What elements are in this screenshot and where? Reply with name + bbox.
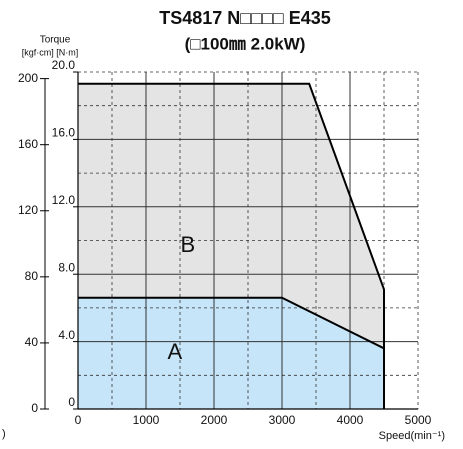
y2-tick-label: 200 bbox=[18, 71, 38, 85]
x-tick-label: 2000 bbox=[201, 413, 228, 427]
chart-subtitle: (□100㎜ 2.0kW) bbox=[185, 34, 306, 53]
y-tick-label: 0 bbox=[68, 395, 75, 409]
y2-tick-label: 40 bbox=[25, 335, 39, 349]
chart-title: TS4817 N□□□□ E435 bbox=[159, 8, 331, 28]
region-label: A bbox=[168, 339, 183, 364]
y-tick-label: 20.0 bbox=[52, 58, 76, 72]
y-tick-label: 8.0 bbox=[58, 260, 75, 274]
x-tick-label: 3000 bbox=[269, 413, 296, 427]
area bbox=[78, 297, 384, 409]
area-outline bbox=[78, 296, 385, 409]
x-tick-label: 1000 bbox=[133, 413, 160, 427]
x-axis-label: Speed(min⁻¹) bbox=[379, 430, 445, 442]
y-tick-label: 4.0 bbox=[58, 328, 75, 342]
y-axis-label: Torque bbox=[40, 35, 71, 46]
y2-tick-label: 80 bbox=[25, 269, 39, 283]
note: ) bbox=[2, 428, 6, 440]
y-axis-units: [kgf·cm] [N·m] bbox=[22, 47, 79, 57]
y-tick-label: 16.0 bbox=[52, 126, 76, 140]
y2-tick-label: 0 bbox=[31, 401, 38, 415]
y2-tick-label: 120 bbox=[18, 203, 38, 217]
y2-tick-label: 160 bbox=[18, 137, 38, 151]
x-tick-label: 0 bbox=[75, 413, 82, 427]
x-tick-label: 4000 bbox=[337, 413, 364, 427]
y-tick-label: 12.0 bbox=[52, 193, 76, 207]
region-label: B bbox=[180, 232, 195, 257]
x-tick-label: 5000 bbox=[405, 413, 432, 427]
